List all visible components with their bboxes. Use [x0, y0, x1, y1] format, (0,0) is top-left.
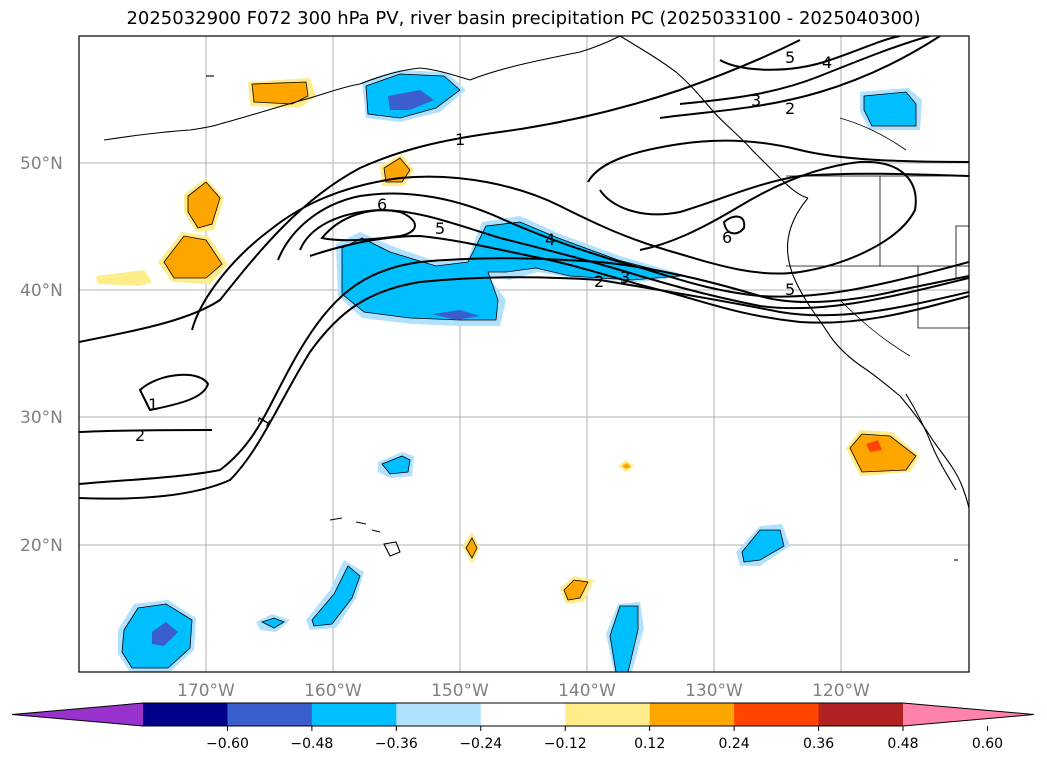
contour-label-4: 4	[545, 230, 555, 249]
colorbar-tick-label: −0.48	[290, 736, 333, 752]
colorbar-box	[396, 703, 482, 726]
colorbar-tick-label: 0.24	[719, 736, 750, 752]
borders	[786, 117, 969, 357]
lon-label-150w: 150°W	[431, 681, 489, 701]
map-title: 2025032900 F072 300 hPa PV, river basin …	[126, 8, 921, 29]
colorbar-outline	[11, 702, 1035, 727]
colorbar-box	[565, 703, 651, 726]
colorbar-tick-label: −0.36	[375, 736, 418, 752]
lat-label-40n: 40°N	[20, 281, 63, 301]
colorbar-box	[649, 703, 735, 726]
contour-label-5: 5	[435, 219, 445, 238]
contour-label-3b: 3	[751, 91, 761, 110]
lon-label-160w: 160°W	[304, 681, 362, 701]
colorbar-box	[143, 703, 228, 726]
lat-label-50n: 50°N	[20, 154, 63, 174]
colorbar-box	[818, 703, 904, 726]
colorbar-box	[227, 703, 313, 726]
contour-label-5b: 5	[785, 48, 795, 67]
colorbar-tick-label: 0.36	[803, 736, 834, 752]
map-frame	[78, 35, 970, 673]
latitude-labels: 50°N 40°N 30°N 20°N	[20, 154, 63, 556]
map-area	[79, 36, 969, 672]
contour-label-2c: 2	[785, 99, 795, 118]
colorbar-tick-label: 0.60	[972, 736, 1003, 752]
contour-label-4b: 4	[822, 53, 832, 72]
lat-label-30n: 30°N	[20, 408, 63, 428]
contour-label-6b: 6	[722, 228, 732, 247]
colorbar-extend-low	[12, 703, 143, 726]
lon-label-170w: 170°W	[177, 681, 235, 701]
lat-label-20n: 20°N	[20, 536, 63, 556]
lon-label-140w: 140°W	[558, 681, 616, 701]
precip-shading	[96, 70, 922, 672]
colorbar-tick-label: 0.48	[887, 736, 918, 752]
contour-label-1b: 1	[148, 395, 158, 414]
colorbar-box	[480, 703, 566, 726]
colorbar-tick-label: −0.12	[544, 736, 587, 752]
precip-patch-west-c	[96, 270, 152, 286]
colorbar-extend-high	[903, 703, 1034, 726]
coastlines	[103, 36, 969, 561]
contour-label-3: 3	[620, 268, 630, 287]
colorbar-box	[734, 703, 820, 726]
colorbar-tick-label: 0.12	[634, 736, 665, 752]
colorbar: −0.60 −0.48 −0.36 −0.24 −0.12 0.12 0.24 0.36 0.4…	[11, 702, 1035, 752]
contour-label-1: 1	[455, 130, 465, 149]
pv-contours	[79, 36, 969, 500]
colorbar-box	[311, 703, 397, 726]
longitude-labels: 170°W 160°W 150°W 140°W 130°W 120°W	[177, 681, 870, 701]
lon-label-130w: 130°W	[685, 681, 743, 701]
contour-label-2b: 2	[594, 272, 604, 291]
contour-label-5c: 5	[785, 280, 795, 299]
gridlines	[79, 36, 969, 672]
contour-label-2: 2	[135, 426, 145, 445]
contour-label-6: 6	[377, 195, 387, 214]
colorbar-tick-label: −0.60	[206, 736, 249, 752]
colorbar-tick-label: −0.24	[459, 736, 502, 752]
lon-label-120w: 120°W	[812, 681, 870, 701]
